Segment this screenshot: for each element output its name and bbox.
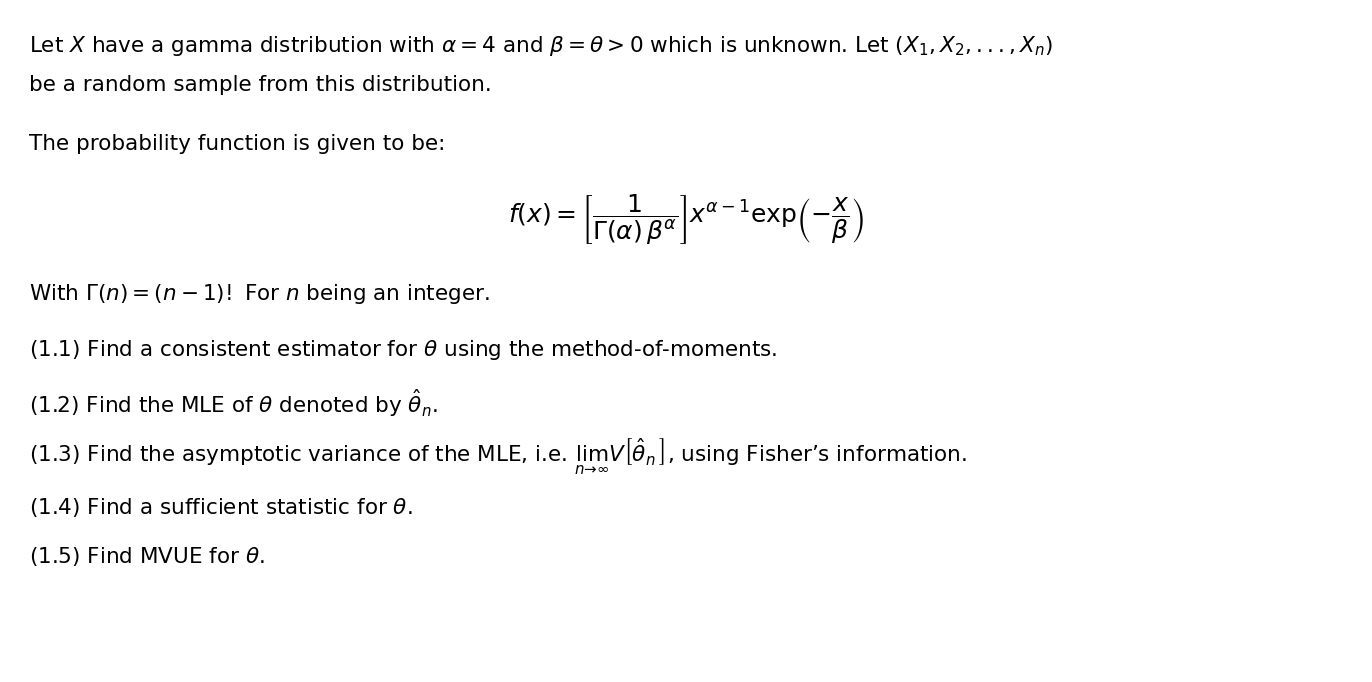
- Text: (1.5) Find MVUE for $\theta$.: (1.5) Find MVUE for $\theta$.: [29, 545, 265, 568]
- Text: With $\Gamma(n) = (n-1)!$ For $n$ being an integer.: With $\Gamma(n) = (n-1)!$ For $n$ being …: [29, 282, 490, 306]
- Text: be a random sample from this distribution.: be a random sample from this distributio…: [29, 75, 491, 95]
- Text: (1.3) Find the asymptotic variance of the MLE, i.e. $\lim_{n\to\infty} V\left[\h: (1.3) Find the asymptotic variance of th…: [29, 436, 967, 477]
- Text: The probability function is given to be:: The probability function is given to be:: [29, 134, 445, 153]
- Text: (1.1) Find a consistent estimator for $\theta$ using the method-of-moments.: (1.1) Find a consistent estimator for $\…: [29, 338, 777, 361]
- Text: (1.4) Find a sufficient statistic for $\theta$.: (1.4) Find a sufficient statistic for $\…: [29, 496, 413, 519]
- Text: (1.2) Find the MLE of $\theta$ denoted by $\hat{\theta}_n$.: (1.2) Find the MLE of $\theta$ denoted b…: [29, 387, 438, 419]
- Text: Let $X$ have a gamma distribution with $\alpha = 4$ and $\beta = \theta > 0$ whi: Let $X$ have a gamma distribution with $…: [29, 35, 1052, 59]
- Text: $f(x) = \left[\dfrac{1}{\Gamma(\alpha)\,\beta^{\alpha}}\right] x^{\alpha-1} \exp: $f(x) = \left[\dfrac{1}{\Gamma(\alpha)\,…: [508, 193, 864, 247]
